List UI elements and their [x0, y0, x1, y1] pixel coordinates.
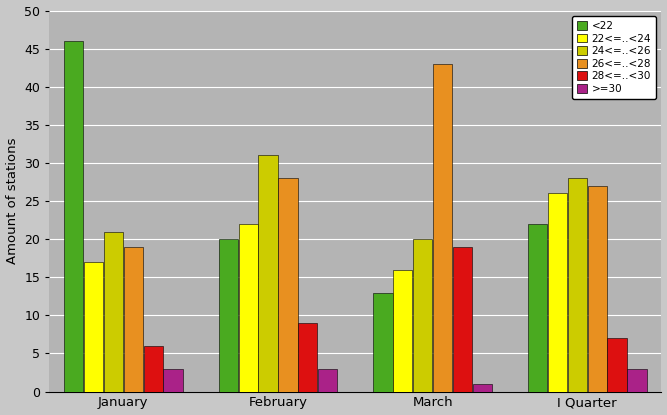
Bar — [143, 346, 163, 392]
Bar — [104, 232, 123, 392]
Bar — [627, 369, 646, 392]
Bar — [473, 384, 492, 392]
Bar — [608, 338, 627, 392]
Bar — [64, 41, 83, 392]
Bar — [433, 64, 452, 392]
Bar — [393, 270, 412, 392]
Bar — [453, 247, 472, 392]
Bar — [298, 323, 317, 392]
Bar — [278, 178, 297, 392]
Legend: <22, 22<=..<24, 24<=..<26, 26<=..<28, 28<=..<30, >=30: <22, 22<=..<24, 24<=..<26, 26<=..<28, 28… — [572, 16, 656, 99]
Bar — [548, 193, 567, 392]
Bar — [239, 224, 258, 392]
Bar — [318, 369, 338, 392]
Bar — [123, 247, 143, 392]
Bar — [219, 239, 238, 392]
Bar — [413, 239, 432, 392]
Bar — [528, 224, 547, 392]
Bar — [258, 155, 277, 392]
Bar — [163, 369, 183, 392]
Y-axis label: Amount of stations: Amount of stations — [5, 138, 19, 264]
Bar — [374, 293, 393, 392]
Bar — [84, 262, 103, 392]
Bar — [568, 178, 587, 392]
Bar — [588, 186, 607, 392]
